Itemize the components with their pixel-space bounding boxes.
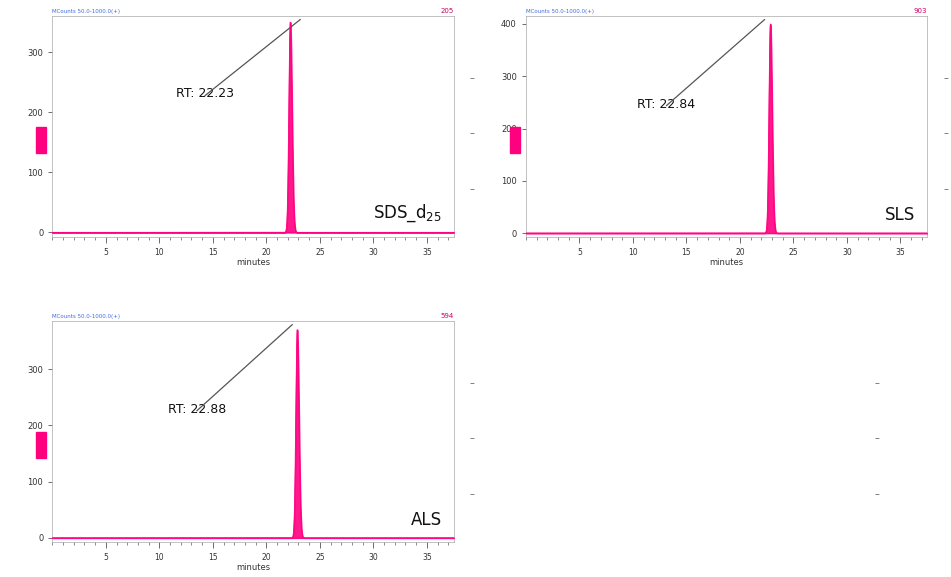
Text: –: – — [470, 378, 475, 388]
X-axis label: minutes: minutes — [709, 258, 744, 267]
Text: RT: 22.23: RT: 22.23 — [176, 87, 234, 100]
Text: –: – — [470, 128, 475, 138]
Bar — [36, 432, 47, 458]
X-axis label: minutes: minutes — [236, 563, 270, 572]
Text: –: – — [470, 489, 475, 499]
Bar — [36, 127, 47, 153]
Text: SLS: SLS — [885, 206, 915, 224]
Text: –: – — [470, 183, 475, 194]
Text: –: – — [470, 73, 475, 83]
Text: 903: 903 — [914, 8, 927, 13]
Text: MCounts 50.0-1000.0(+): MCounts 50.0-1000.0(+) — [52, 314, 121, 319]
Text: ALS: ALS — [411, 511, 441, 529]
Text: RT: 22.84: RT: 22.84 — [637, 98, 695, 111]
Text: –: – — [943, 183, 948, 194]
Text: RT: 22.88: RT: 22.88 — [167, 403, 226, 416]
Text: –: – — [943, 128, 948, 138]
Text: 205: 205 — [440, 8, 454, 13]
Text: SDS_d$_{25}$: SDS_d$_{25}$ — [373, 203, 441, 224]
Text: MCounts 50.0-1000.0(+): MCounts 50.0-1000.0(+) — [526, 9, 593, 13]
Text: MCounts 50.0-1000.0(+): MCounts 50.0-1000.0(+) — [52, 9, 121, 13]
Text: –: – — [943, 73, 948, 83]
Text: –: – — [874, 489, 879, 499]
X-axis label: minutes: minutes — [236, 258, 270, 267]
Text: –: – — [874, 433, 879, 444]
Text: –: – — [874, 378, 879, 388]
Text: 594: 594 — [440, 313, 454, 319]
Text: –: – — [470, 433, 475, 444]
Bar — [510, 127, 520, 153]
